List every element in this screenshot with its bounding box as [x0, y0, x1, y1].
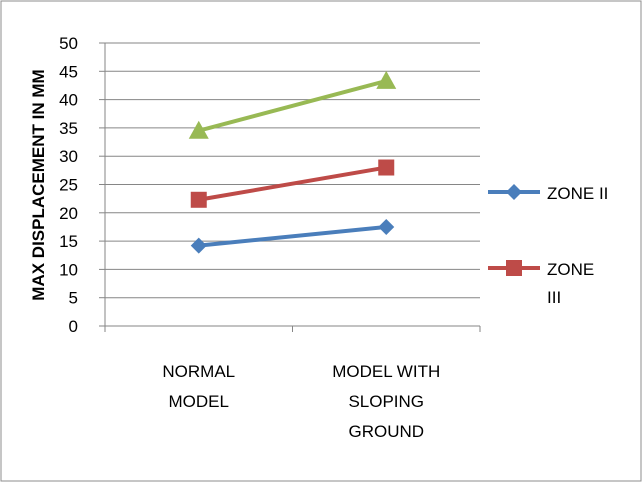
data-point-diamond: [378, 218, 395, 235]
series-line: [198, 224, 387, 248]
y-tick-label: 15: [59, 232, 78, 251]
axis-labels: 0 5 10 15 20 25 30 35 40 45 50 NORMAL MODEL MODEL WIT…: [29, 34, 440, 441]
data-point-diamond: [190, 237, 207, 254]
series-line: [198, 78, 387, 133]
data-point-diamond: [506, 184, 522, 200]
y-tick-label: 25: [59, 176, 78, 195]
x-category-label: NORMAL MODEL: [162, 362, 235, 411]
data-point-triangle: [376, 70, 397, 89]
series-0: [190, 218, 395, 254]
y-tick-label: 30: [59, 147, 78, 166]
series-2: [188, 70, 397, 139]
y-tick-label: 40: [59, 91, 78, 110]
data-point-triangle: [188, 120, 209, 139]
y-tick-label: 10: [59, 260, 78, 279]
legend-item: ZONE III: [488, 260, 594, 307]
legend-label: ZONE III: [547, 260, 594, 307]
axes: [99, 42, 481, 332]
series-layer: [188, 70, 397, 254]
x-category-label: MODEL WITH SLOPING GROUND: [332, 362, 440, 441]
data-point-square: [190, 191, 207, 208]
y-tick-label: 35: [59, 119, 78, 138]
y-tick-label: 20: [59, 204, 78, 223]
y-tick-label: 0: [69, 317, 78, 336]
series-line: [198, 165, 387, 202]
y-tick-label: 50: [59, 34, 78, 53]
series-1: [190, 159, 395, 208]
legend-item: ZONE II: [488, 184, 608, 203]
legend: ZONE II ZONE III: [488, 184, 608, 307]
legend-label: ZONE II: [547, 184, 608, 203]
data-point-square: [506, 260, 522, 276]
y-tick-label: 5: [69, 289, 78, 308]
data-point-square: [378, 159, 395, 176]
y-tick-label: 45: [59, 62, 78, 81]
y-axis-title: MAX DISPLACEMENT IN MM: [29, 69, 48, 300]
